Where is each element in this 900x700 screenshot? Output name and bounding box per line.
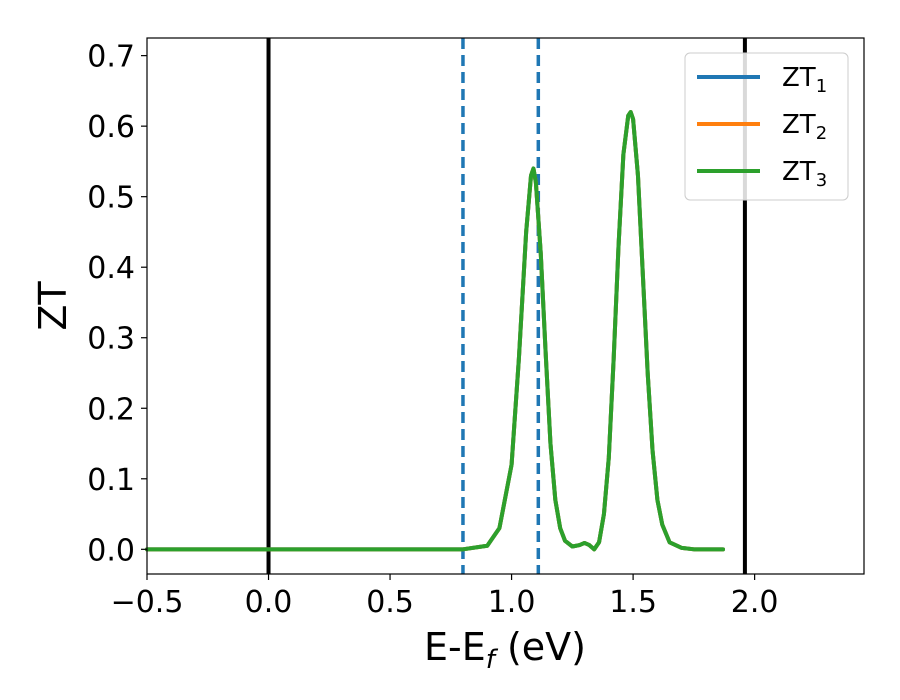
legend-label-zt2: ZT2 xyxy=(782,110,827,144)
x-tick-label: −0.5 xyxy=(111,585,184,620)
series-line-zt3 xyxy=(145,110,726,552)
y-tick-label: 0.6 xyxy=(87,110,135,145)
legend: ZT1 ZT2 ZT3 xyxy=(684,52,849,201)
y-tick-label: 0.7 xyxy=(87,40,135,75)
x-tick-label: 0.5 xyxy=(366,585,414,620)
y-tick-label: 0.3 xyxy=(87,322,135,357)
legend-label-zt3: ZT3 xyxy=(782,157,827,191)
x-tick-label: 1.0 xyxy=(488,585,536,620)
y-tick-label: 0.0 xyxy=(87,533,135,568)
y-axis-ticks: 0.0 0.1 0.2 0.3 0.4 0.5 0.6 0.7 xyxy=(87,40,147,568)
y-tick-label: 0.5 xyxy=(87,181,135,216)
x-tick-label: 0.0 xyxy=(245,585,293,620)
y-axis-label: ZT xyxy=(31,281,75,331)
legend-label-zt1: ZT1 xyxy=(782,63,827,97)
legend-entries: ZT1 ZT2 ZT3 xyxy=(697,63,827,191)
y-tick-label: 0.4 xyxy=(87,251,135,286)
legend-box xyxy=(684,52,849,201)
y-tick-label: 0.1 xyxy=(87,463,135,498)
plot-frame xyxy=(146,37,865,575)
series-lines xyxy=(145,110,726,552)
x-tick-label: 1.5 xyxy=(609,585,657,620)
x-axis-label: E-Ef (eV) xyxy=(424,625,586,675)
x-axis-ticks: −0.5 0.0 0.5 1.0 1.5 2.0 xyxy=(111,574,779,620)
x-axis-label-unit: (eV) xyxy=(495,625,586,669)
x-tick-label: 2.0 xyxy=(731,585,779,620)
y-tick-label: 0.2 xyxy=(87,392,135,427)
